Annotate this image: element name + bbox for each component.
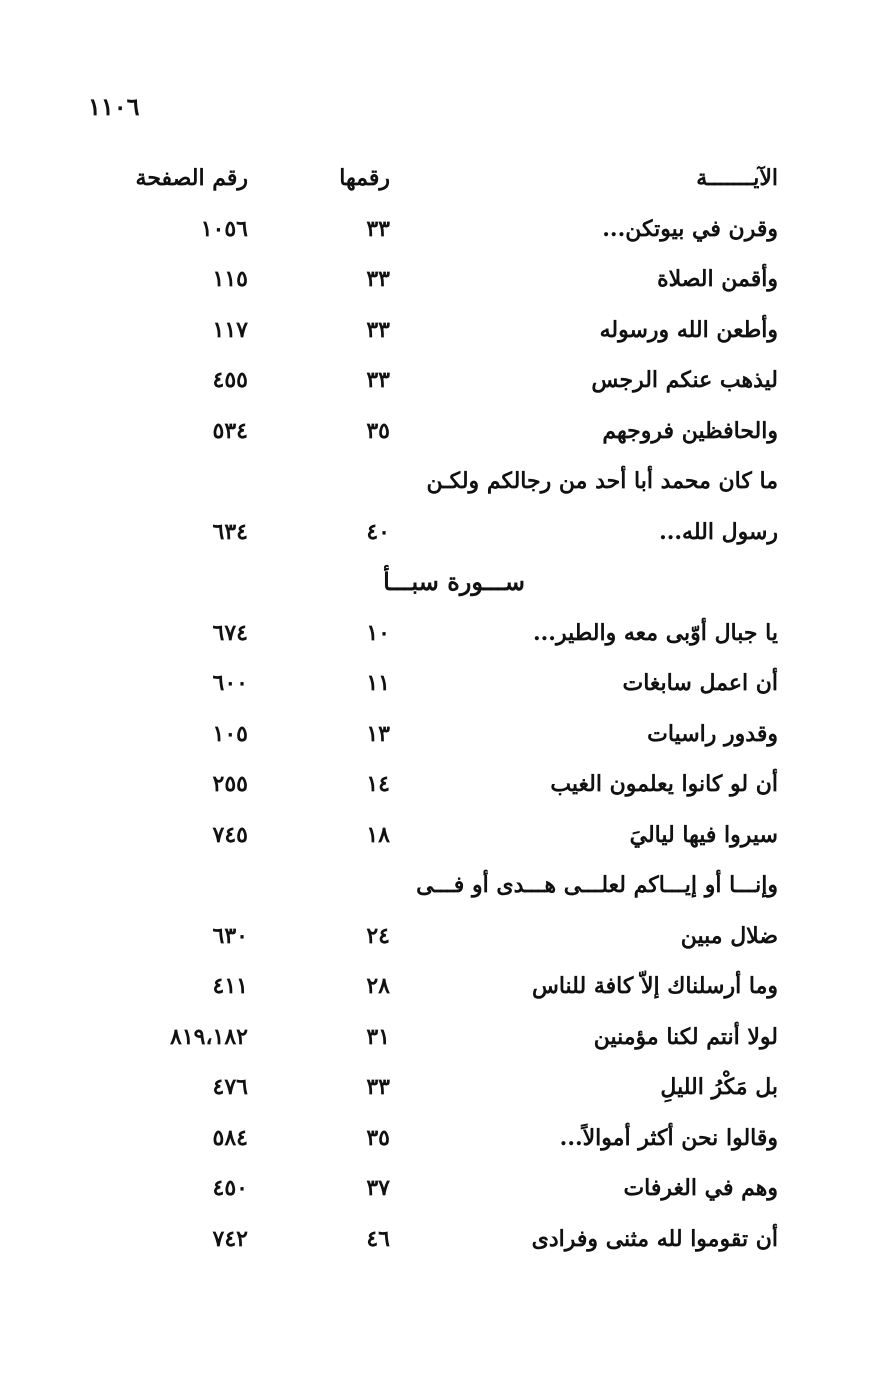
verse-number: ٣٧ — [366, 1175, 390, 1201]
verse-number: ٣٣ — [366, 1074, 390, 1100]
verse-number: ٣٣ — [366, 215, 390, 242]
page-reference: ٤٥٠ — [212, 1175, 248, 1201]
table-row: بل مَكْرُ الليلِ ٣٣ ٤٧٦ — [0, 1067, 885, 1107]
verse-text: أن لو كانوا يعلمون الغيب — [550, 771, 778, 797]
verse-text: بل مَكْرُ الليلِ — [660, 1074, 778, 1100]
surah-title: ســـورة سبـــأ — [383, 567, 525, 596]
verse-number: ١٨ — [366, 821, 390, 848]
page-reference: ١١٧ — [212, 316, 248, 343]
verse-text: وإنـــا أو إيـــاكم لعلـــى هـــدى أو فـ… — [416, 872, 778, 898]
verse-number: ٤٠ — [366, 518, 390, 545]
page-reference: ١١٥ — [212, 266, 248, 292]
table-row: لولا أنتم لكنا مؤمنين ٣١ ٨١٩،١٨٢ — [0, 1017, 885, 1057]
table-row: سيروا فيها لياليَ ١٨ ٧٤٥ — [0, 815, 885, 855]
verse-text: والحافظين فروجهم — [602, 417, 778, 444]
table-row: وقدور راسيات ١٣ ١٠٥ — [0, 714, 885, 754]
verse-text: وقدور راسيات — [647, 720, 778, 747]
table-row: وأطعن الله ورسوله ٣٣ ١١٧ — [0, 310, 885, 350]
page-reference: ٤١١ — [212, 973, 248, 999]
verse-text: وما أرسلناك إلاّ كافة للناس — [531, 973, 778, 999]
page-reference: ٦٣٠ — [212, 922, 248, 949]
table-row: ضلال مبين ٢٤ ٦٣٠ — [0, 916, 885, 956]
table-row: والحافظين فروجهم ٣٥ ٥٣٤ — [0, 411, 885, 451]
verse-text: لولا أنتم لكنا مؤمنين — [593, 1023, 778, 1050]
verse-number: ٣٥ — [366, 417, 390, 444]
verse-text: وأطعن الله ورسوله — [599, 316, 778, 343]
verse-text: ليذهب عنكم الرجس — [591, 367, 778, 393]
verse-number: ٣٣ — [366, 316, 390, 343]
verse-number: ٢٨ — [366, 973, 390, 999]
verse-text: وأقمن الصلاة — [657, 266, 778, 292]
verse-number: ٣١ — [366, 1023, 390, 1050]
header-page: رقم الصفحة — [135, 165, 248, 191]
verse-number: ٣٥ — [366, 1124, 390, 1151]
table-row: يا جبال أوّبى معه والطير... ١٠ ٦٧٤ — [0, 613, 885, 653]
verse-text: سيروا فيها لياليَ — [629, 821, 778, 848]
table-row: أن لو كانوا يعلمون الغيب ١٤ ٢٥٥ — [0, 764, 885, 804]
header-verse-number: رقمها — [339, 165, 390, 191]
page-number: ١١٠٦ — [88, 92, 140, 121]
page-reference: ١٠٥ — [212, 720, 248, 747]
verse-text: وقرن في بيوتكن... — [602, 215, 778, 242]
table-row: وما أرسلناك إلاّ كافة للناس ٢٨ ٤١١ — [0, 966, 885, 1006]
page-reference: ١٠٥٦ — [200, 215, 248, 242]
verse-number: ١١ — [366, 670, 390, 696]
verse-text: أن اعمل سابغات — [622, 670, 779, 696]
verse-text: رسول الله... — [659, 518, 778, 545]
page-reference: ٥٣٤ — [212, 417, 248, 444]
verse-number: ٣٣ — [366, 367, 390, 393]
surah-heading: ســـورة سبـــأ — [0, 562, 885, 602]
page-reference: ٢٥٥ — [212, 771, 248, 797]
table-row: وهم في الغرفات ٣٧ ٤٥٠ — [0, 1168, 885, 1208]
table-row: وإنـــا أو إيـــاكم لعلـــى هـــدى أو فـ… — [0, 865, 885, 905]
table-row: وأقمن الصلاة ٣٣ ١١٥ — [0, 259, 885, 299]
table-row: ليذهب عنكم الرجس ٣٣ ٤٥٥ — [0, 360, 885, 400]
page-reference: ٧٤٢ — [212, 1225, 248, 1252]
page-reference: ٦٣٤ — [212, 518, 248, 545]
verse-text: ما كان محمد أبا أحد من رجالكم ولكـن — [426, 468, 778, 494]
table-row: ما كان محمد أبا أحد من رجالكم ولكـن — [0, 461, 885, 501]
verse-number: ٤٦ — [366, 1225, 390, 1252]
page-reference: ٦٧٤ — [212, 619, 248, 646]
verse-number: ٢٤ — [366, 922, 390, 949]
header-verse: الآيـــــــة — [696, 165, 778, 191]
table-header: الآيـــــــة رقمها رقم الصفحة — [0, 158, 885, 198]
verse-text: يا جبال أوّبى معه والطير... — [532, 619, 778, 646]
verse-text: وهم في الغرفات — [623, 1175, 778, 1201]
verse-text: ضلال مبين — [680, 922, 778, 949]
verse-text: وقالوا نحن أكثر أموالاً... — [559, 1124, 778, 1151]
page-reference: ٨١٩،١٨٢ — [170, 1023, 248, 1050]
page-reference: ٦٠٠ — [212, 670, 248, 696]
verse-number: ٣٣ — [366, 266, 390, 292]
table-row: وقالوا نحن أكثر أموالاً... ٣٥ ٥٨٤ — [0, 1118, 885, 1158]
table-row: رسول الله... ٤٠ ٦٣٤ — [0, 512, 885, 552]
page-reference: ٤٧٦ — [212, 1074, 248, 1100]
table-row: وقرن في بيوتكن... ٣٣ ١٠٥٦ — [0, 209, 885, 249]
page-reference: ٤٥٥ — [212, 367, 248, 393]
page-reference: ٧٤٥ — [212, 821, 248, 848]
verse-number: ١٠ — [366, 619, 390, 646]
verse-number: ١٣ — [366, 720, 390, 747]
verse-text: أن تقوموا لله مثنى وفرادى — [531, 1225, 778, 1252]
table-row: أن تقوموا لله مثنى وفرادى ٤٦ ٧٤٢ — [0, 1219, 885, 1259]
verse-number: ١٤ — [366, 771, 390, 797]
table-row: أن اعمل سابغات ١١ ٦٠٠ — [0, 663, 885, 703]
page-reference: ٥٨٤ — [212, 1124, 248, 1151]
